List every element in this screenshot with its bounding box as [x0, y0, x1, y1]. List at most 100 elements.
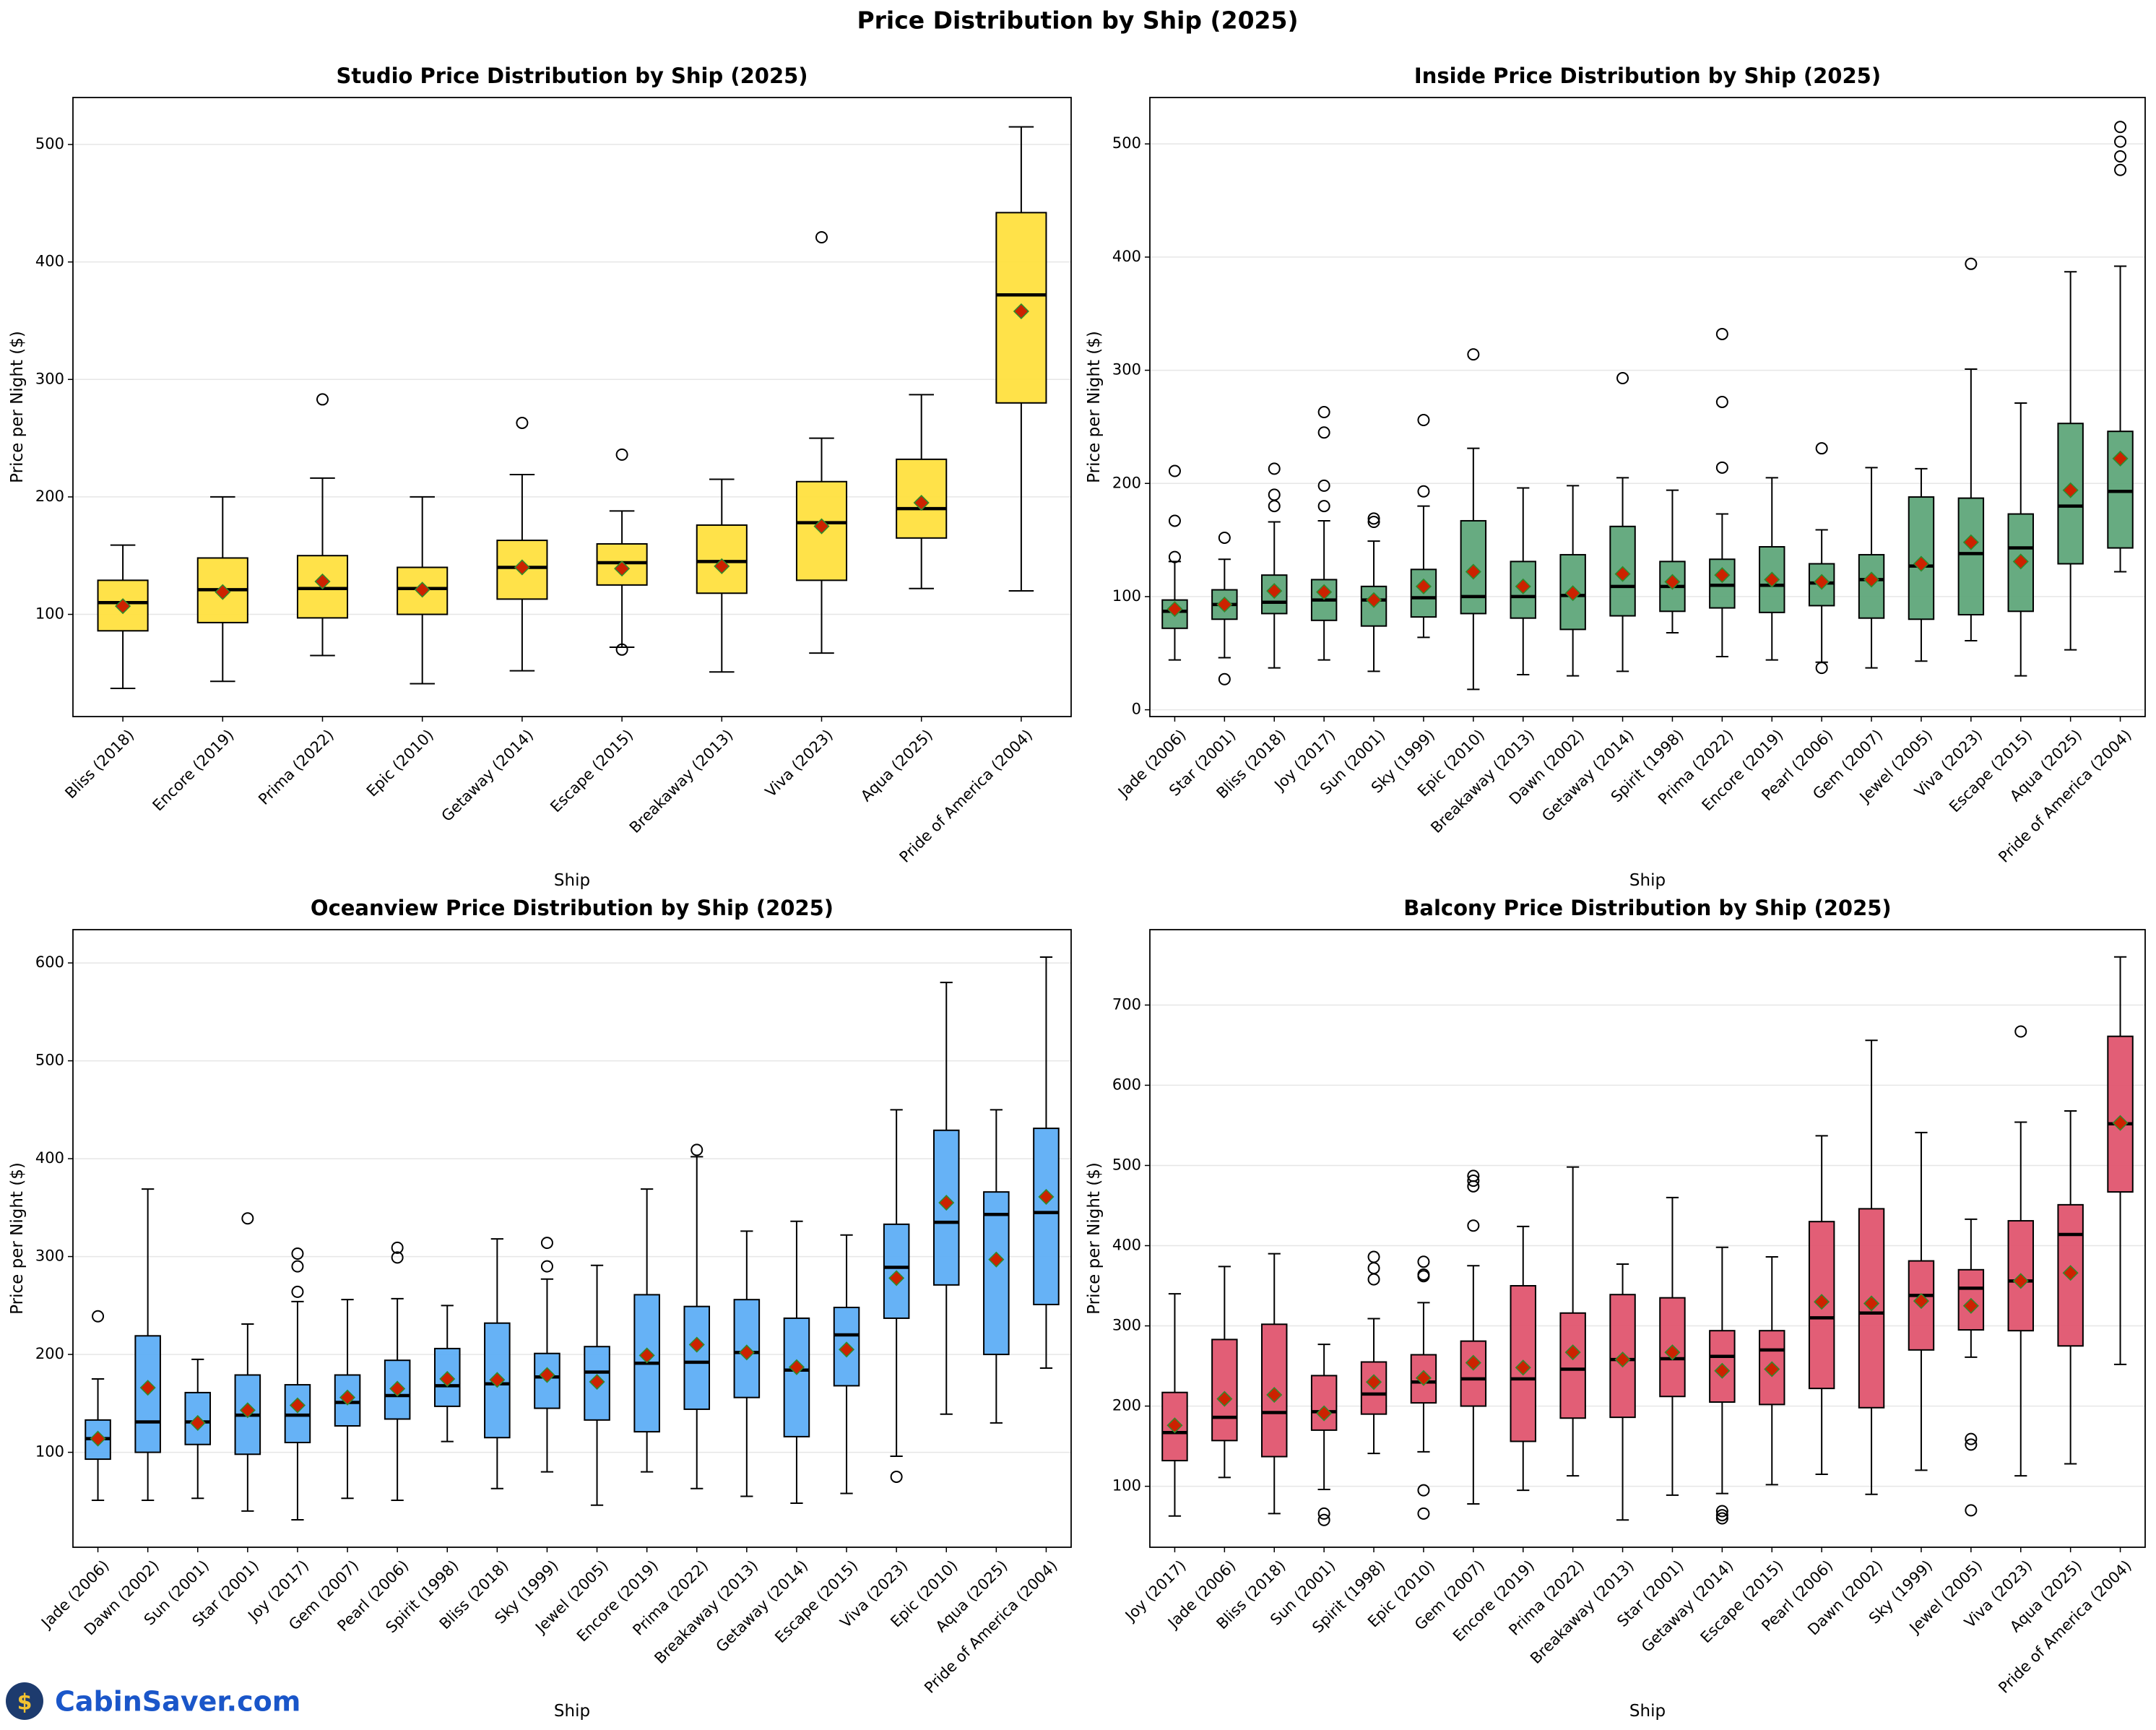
y-tick-label: 400 [1112, 248, 1141, 265]
y-axis-label: Price per Night ($) [1085, 331, 1104, 483]
outlier [1268, 488, 1281, 501]
mean-marker [1216, 1391, 1233, 1407]
plot-area [73, 930, 1071, 1547]
outlier [2114, 121, 2127, 134]
x-tick-label: Viva (2023) [762, 726, 836, 800]
y-tick-label: 600 [1112, 1076, 1141, 1093]
outlier [1367, 516, 1380, 529]
mean-marker [1814, 1294, 1830, 1310]
y-tick-label: 300 [35, 370, 64, 387]
mean-marker [2012, 553, 2029, 570]
outlier [1168, 514, 1181, 527]
mean-marker [1814, 574, 1830, 590]
mean-marker [2112, 1115, 2129, 1131]
plot-frame [1149, 929, 2146, 1548]
mean-marker [289, 1397, 306, 1414]
outlier [2114, 163, 2127, 176]
mean-marker [913, 494, 930, 511]
outlier [1467, 1169, 1480, 1182]
x-tick-label: Aqua (2025) [857, 726, 936, 805]
plot-area [1150, 98, 2145, 717]
mean-marker [1216, 596, 1233, 613]
outlier [291, 1247, 304, 1260]
outlier [1317, 406, 1330, 419]
mean-marker [938, 1194, 955, 1211]
outlier [1417, 1268, 1430, 1281]
outlier [1168, 550, 1181, 563]
mean-marker [1664, 574, 1681, 590]
mean-marker [389, 1380, 406, 1397]
y-tick-label: 100 [35, 1443, 64, 1461]
mean-marker [339, 1389, 356, 1406]
mean-marker [1415, 1370, 1432, 1386]
outlier [1616, 372, 1629, 385]
mean-marker [1415, 578, 1432, 594]
panel: 100 200 300 400 500 Bliss (2018) Encore (2019)… [8, 64, 1072, 890]
x-tick-label: Breakaway (2013) [626, 726, 737, 836]
box [1957, 497, 1985, 615]
mean-marker [1764, 571, 1780, 588]
mean-marker [988, 1251, 1005, 1268]
panel-title: Inside Price Distribution by Ship (2025) [1414, 64, 1881, 88]
box [1211, 1338, 1238, 1442]
mean-marker [239, 1402, 256, 1419]
mean-marker [1166, 601, 1183, 618]
figure-title: Price Distribution by Ship (2025) [857, 7, 1298, 35]
logo-symbol: $ [17, 1690, 33, 1716]
plot-area [1150, 930, 2145, 1547]
outlier [2114, 135, 2127, 148]
mean-marker [1316, 584, 1333, 600]
y-tick-label: 200 [1112, 474, 1141, 491]
mean-marker [115, 598, 131, 615]
y-tick-label: 100 [1112, 587, 1141, 605]
mean-marker [638, 1347, 655, 1364]
mean-marker [2062, 1265, 2079, 1281]
logo: $ CabinSaver.com [6, 1682, 300, 1720]
box [1360, 1361, 1387, 1415]
mean-marker [1013, 303, 1029, 320]
plot-frame [72, 929, 1072, 1548]
outlier [316, 393, 329, 406]
mean-marker [1166, 1417, 1183, 1434]
y-tick-label: 600 [35, 953, 64, 971]
mean-marker [215, 584, 231, 600]
box [983, 1191, 1010, 1356]
outlier [1417, 485, 1430, 498]
outlier [540, 1260, 553, 1273]
mean-marker [1365, 1374, 1382, 1391]
y-axis-label: Price per Night ($) [8, 331, 27, 483]
mean-marker [1913, 1293, 1930, 1310]
mean-marker [1515, 1359, 1531, 1376]
box [1559, 1312, 1586, 1419]
outlier [1467, 348, 1480, 361]
watermark: CabinSaver.com [55, 1686, 300, 1718]
outlier [1367, 512, 1380, 525]
panel-title: Studio Price Distribution by Ship (2025) [336, 64, 808, 88]
y-tick-label: 100 [1112, 1477, 1141, 1495]
mean-marker [1714, 567, 1731, 584]
box [2007, 1220, 2034, 1332]
outlier [540, 1237, 553, 1250]
box [1460, 1340, 1487, 1407]
y-axis-label: Price per Night ($) [8, 1162, 27, 1315]
box [1709, 558, 1736, 609]
mean-marker [414, 581, 430, 598]
outlier [690, 1143, 703, 1156]
outlier [1317, 426, 1330, 439]
box [2107, 431, 2134, 549]
outlier [1715, 1512, 1728, 1525]
outlier [1417, 1507, 1430, 1520]
box [1161, 599, 1188, 629]
x-axis-label: Ship [1629, 1702, 1666, 1721]
outlier [1317, 479, 1330, 492]
outlier [1715, 1509, 1728, 1522]
outlier [1417, 1484, 1430, 1497]
mean-marker [838, 1341, 855, 1358]
mean-marker [90, 1430, 106, 1447]
mean-marker [314, 573, 331, 590]
mean-marker [738, 1344, 755, 1361]
mean-marker [589, 1373, 605, 1391]
outlier [615, 643, 628, 656]
outlier [890, 1470, 903, 1483]
